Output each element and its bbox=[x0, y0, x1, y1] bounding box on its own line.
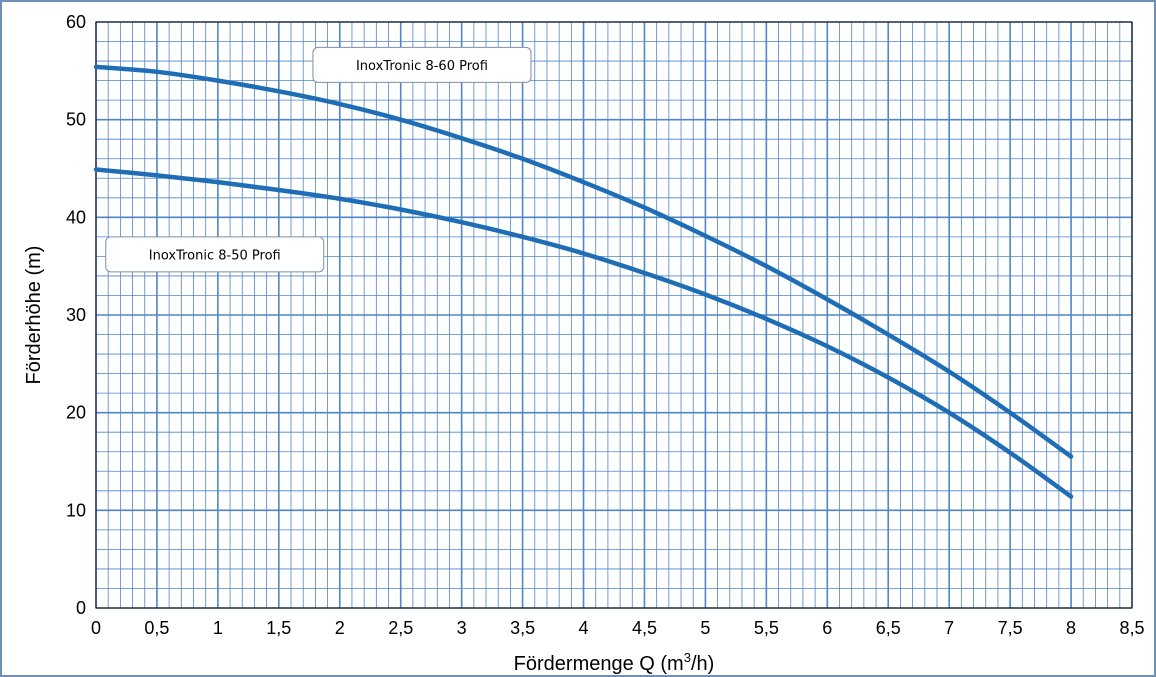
series-label-8-60-text: InoxTronic 8-60 Profi bbox=[356, 59, 488, 74]
x-tick-label: 4 bbox=[579, 618, 589, 638]
x-tick-label: 3,5 bbox=[510, 618, 535, 638]
x-tick-label: 1 bbox=[213, 618, 223, 638]
x-axis-title-main: Fördermenge Q (m bbox=[514, 653, 684, 675]
x-axis-title: Fördermenge Q (m3/h) bbox=[514, 650, 715, 675]
x-tick-label: 2,5 bbox=[388, 618, 413, 638]
x-axis-title-end: /h) bbox=[691, 653, 714, 675]
y-tick-label: 40 bbox=[66, 207, 86, 227]
y-tick-label: 20 bbox=[66, 403, 86, 423]
major-gridlines bbox=[95, 21, 1133, 609]
series-label-8-50: InoxTronic 8-50 Profi bbox=[105, 236, 325, 273]
x-tick-label: 3 bbox=[457, 618, 467, 638]
y-tick-label: 0 bbox=[76, 598, 86, 618]
x-tick-label: 0 bbox=[91, 618, 101, 638]
y-tick-label: 60 bbox=[66, 12, 86, 32]
y-tick-label: 30 bbox=[66, 305, 86, 325]
y-tick-label: 10 bbox=[66, 500, 86, 520]
series-line-8-50 bbox=[93, 167, 1074, 499]
x-tick-label: 0,5 bbox=[144, 618, 169, 638]
series-label-8-50-text: InoxTronic 8-50 Profi bbox=[149, 248, 281, 263]
y-tick-label: 50 bbox=[66, 110, 86, 130]
x-tick-label: 1,5 bbox=[266, 618, 291, 638]
y-axis-title: Förderhöhe (m) bbox=[23, 246, 45, 385]
x-tick-label: 8,5 bbox=[1119, 618, 1144, 638]
series-labels: InoxTronic 8-60 Profi InoxTronic 8-50 Pro… bbox=[105, 46, 532, 273]
series-label-8-60-box bbox=[312, 46, 532, 83]
y-axis-ticks: 0 10 20 30 40 50 60 bbox=[66, 12, 86, 618]
x-tick-label: 6 bbox=[822, 618, 832, 638]
x-tick-label: 8 bbox=[1066, 618, 1076, 638]
x-tick-label: 7,5 bbox=[998, 618, 1023, 638]
x-tick-label: 7 bbox=[944, 618, 954, 638]
x-tick-label: 4,5 bbox=[632, 618, 657, 638]
plot-area-border bbox=[95, 21, 1133, 609]
x-axis-title-superscript: 3 bbox=[684, 650, 691, 665]
x-tick-label: 5,5 bbox=[754, 618, 779, 638]
x-tick-label: 2 bbox=[335, 618, 345, 638]
series-label-8-50-box bbox=[105, 236, 325, 273]
series-lines bbox=[93, 64, 1074, 499]
series-label-8-60: InoxTronic 8-60 Profi bbox=[312, 46, 532, 83]
x-axis-ticks: 0 0,5 1 1,5 2 2,5 3 3,5 4 4,5 5 5,5 6 6,5 7 7,5 8 8,5 bbox=[91, 618, 1145, 638]
x-tick-label: 5 bbox=[700, 618, 710, 638]
x-tick-label: 6,5 bbox=[876, 618, 901, 638]
series-line-8-60 bbox=[93, 64, 1074, 459]
